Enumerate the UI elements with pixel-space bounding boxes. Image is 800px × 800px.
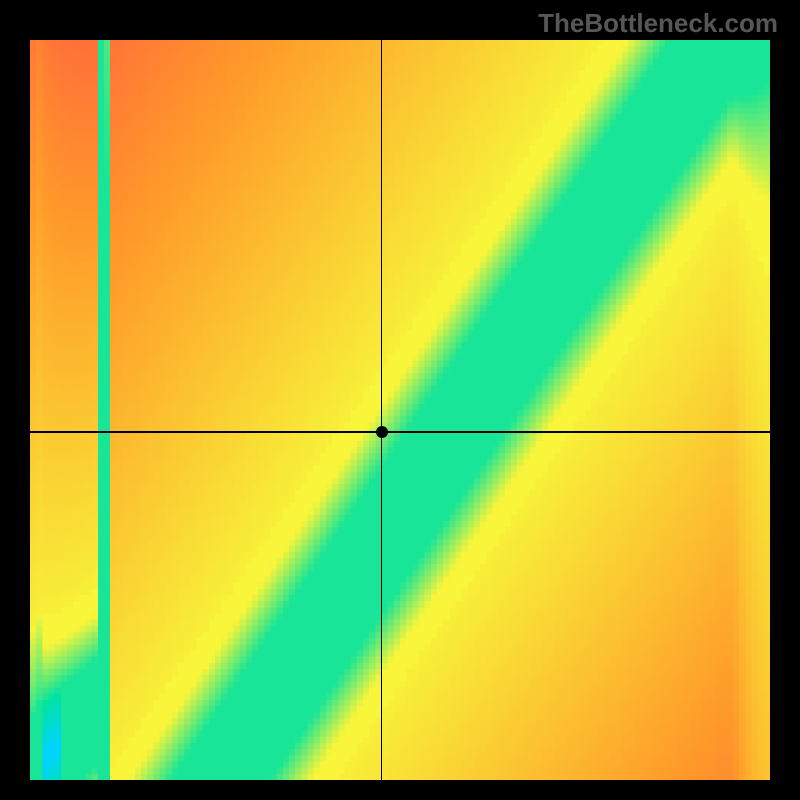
chart-container: { "watermark": { "text": "TheBottleneck.…	[0, 0, 800, 800]
bottleneck-heatmap	[30, 40, 770, 780]
crosshair-vertical	[381, 40, 383, 780]
crosshair-horizontal	[30, 431, 770, 433]
selection-marker[interactable]	[376, 426, 388, 438]
watermark-text: TheBottleneck.com	[538, 8, 778, 39]
